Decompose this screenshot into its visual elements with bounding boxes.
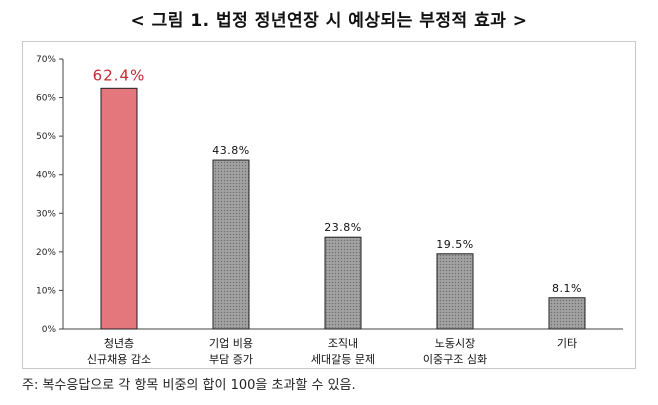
y-tick-label: 40% <box>36 171 56 181</box>
data-label: 8.1% <box>552 282 582 295</box>
y-tick-label: 0% <box>42 325 57 335</box>
bar <box>212 159 250 330</box>
y-tick-label: 70% <box>36 55 56 65</box>
x-tick-label: 노동시장 <box>435 337 475 350</box>
data-label: 23.8% <box>324 221 361 234</box>
y-tick-label: 30% <box>36 209 56 219</box>
y-tick-label: 20% <box>36 248 56 258</box>
y-tick-label: 10% <box>36 286 56 296</box>
x-tick-label: 조직내 <box>328 337 358 350</box>
bar <box>324 236 362 330</box>
x-tick-label: 청년층 <box>104 337 134 350</box>
x-tick-label: 세대갈등 문제 <box>311 352 375 366</box>
bar <box>548 297 586 330</box>
data-label: 19.5% <box>436 238 473 251</box>
x-tick-label: 기타 <box>557 337 577 350</box>
bar <box>100 87 138 330</box>
x-tick-label: 신규채용 감소 <box>87 353 151 366</box>
x-tick-label: 이중구조 심화 <box>423 353 487 366</box>
x-tick-label: 기업 비용 <box>209 337 253 350</box>
figure-title: < 그림 1. 법정 정년연장 시 예상되는 부정적 효과 > <box>130 11 528 31</box>
y-tick-label: 50% <box>36 132 56 142</box>
x-tick-label: 부담 증가 <box>209 353 253 366</box>
y-tick-label: 60% <box>36 94 56 104</box>
footnote: 주: 복수응답으로 각 항목 비중의 합이 100을 초과할 수 있음. <box>22 378 356 393</box>
data-label: 43.8% <box>212 144 249 157</box>
bar <box>436 253 474 330</box>
data-label: 62.4% <box>93 66 146 84</box>
